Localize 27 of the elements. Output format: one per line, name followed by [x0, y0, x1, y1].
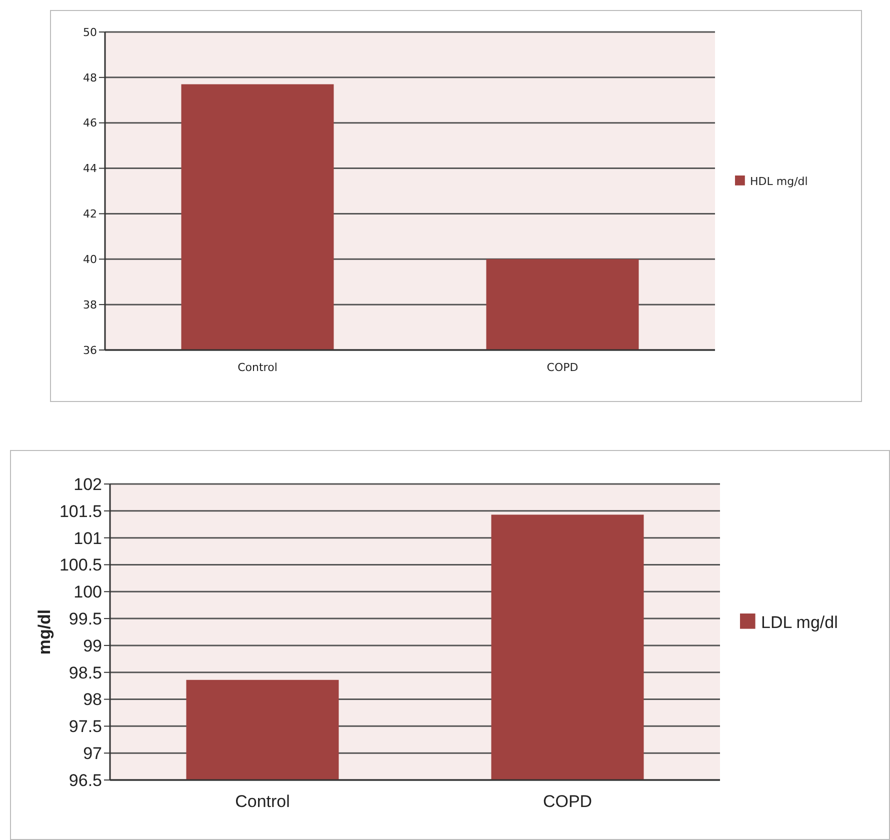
y-tick-label: 97: [83, 744, 102, 764]
y-tick-label: 48: [83, 71, 97, 84]
legend-label: HDL mg/dl: [750, 174, 808, 188]
x-tick-label: COPD: [546, 361, 578, 374]
y-tick-label: 101: [74, 528, 102, 548]
x-tick-label: COPD: [542, 792, 592, 811]
y-tick-label: 97.5: [68, 717, 102, 736]
y-tick-label: 102: [74, 474, 102, 494]
x-tick-label: Control: [235, 792, 290, 811]
y-tick-label: 96.5: [68, 770, 102, 790]
y-tick-label: 44: [83, 162, 97, 176]
legend-label: LDL mg/dl: [761, 612, 838, 632]
y-tick-label: 99: [83, 636, 102, 656]
y-tick-label: 99.5: [68, 609, 102, 628]
x-tick-label: Control: [238, 361, 278, 374]
y-tick-label: 46: [83, 116, 97, 130]
y-tick-label: 38: [83, 298, 97, 312]
y-axis-title: mg/dl: [35, 609, 54, 655]
y-tick-label: 98: [83, 690, 102, 710]
y-tick-label: 36: [83, 344, 97, 357]
y-tick-label: 100.5: [59, 556, 102, 575]
y-tick-label: 50: [83, 26, 97, 39]
y-tick-label: 98.5: [68, 663, 102, 682]
y-tick-label: 40: [83, 252, 97, 266]
y-tick-label: 100: [74, 582, 102, 602]
y-tick-label: 101.5: [59, 502, 102, 521]
y-tick-label: 42: [83, 208, 97, 221]
